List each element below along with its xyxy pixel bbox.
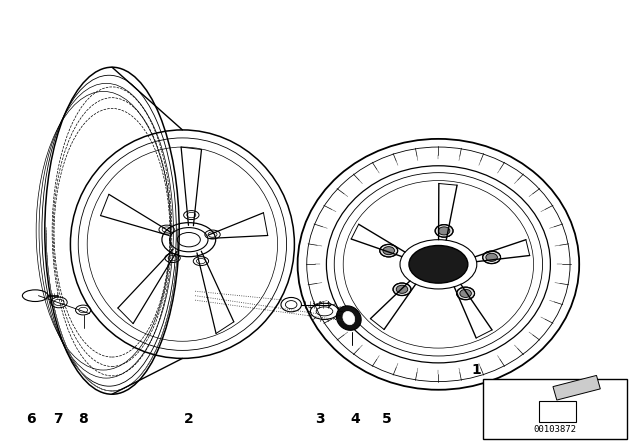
Bar [539, 417, 576, 422]
Circle shape [460, 289, 472, 297]
Circle shape [396, 285, 408, 293]
Text: 00103872: 00103872 [534, 425, 577, 434]
Polygon shape [553, 375, 600, 400]
Circle shape [486, 253, 497, 261]
Circle shape [383, 246, 394, 254]
Circle shape [435, 224, 453, 237]
Text: 6: 6 [26, 412, 36, 426]
Bar [483, 379, 627, 439]
Text: 1: 1 [472, 362, 482, 377]
Bar [539, 401, 576, 422]
Circle shape [457, 287, 475, 300]
Ellipse shape [343, 311, 355, 325]
Circle shape [393, 283, 411, 296]
Text: 7: 7 [52, 412, 63, 426]
Circle shape [483, 251, 500, 263]
Text: 4: 4 [350, 412, 360, 426]
Ellipse shape [409, 246, 468, 283]
Circle shape [380, 244, 397, 257]
Circle shape [438, 227, 450, 235]
Ellipse shape [337, 306, 361, 330]
Text: 8: 8 [78, 412, 88, 426]
Text: 2: 2 [184, 412, 194, 426]
Text: 5: 5 [382, 412, 392, 426]
Text: 3: 3 [315, 412, 325, 426]
